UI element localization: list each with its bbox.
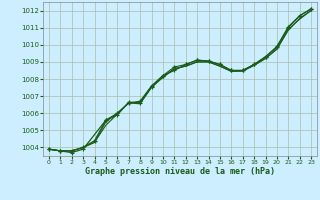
X-axis label: Graphe pression niveau de la mer (hPa): Graphe pression niveau de la mer (hPa) (85, 167, 275, 176)
